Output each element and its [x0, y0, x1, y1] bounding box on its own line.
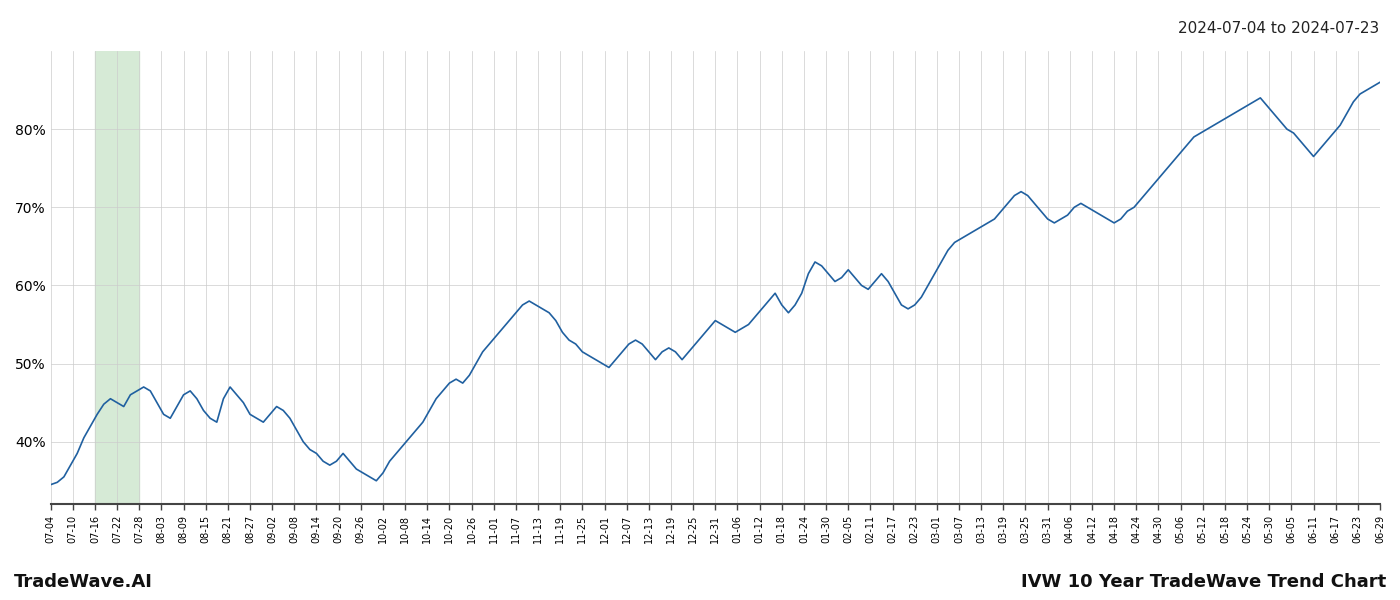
Text: IVW 10 Year TradeWave Trend Chart: IVW 10 Year TradeWave Trend Chart [1021, 573, 1386, 591]
Text: 2024-07-04 to 2024-07-23: 2024-07-04 to 2024-07-23 [1177, 21, 1379, 36]
Bar [95, 51, 139, 504]
Text: TradeWave.AI: TradeWave.AI [14, 573, 153, 591]
